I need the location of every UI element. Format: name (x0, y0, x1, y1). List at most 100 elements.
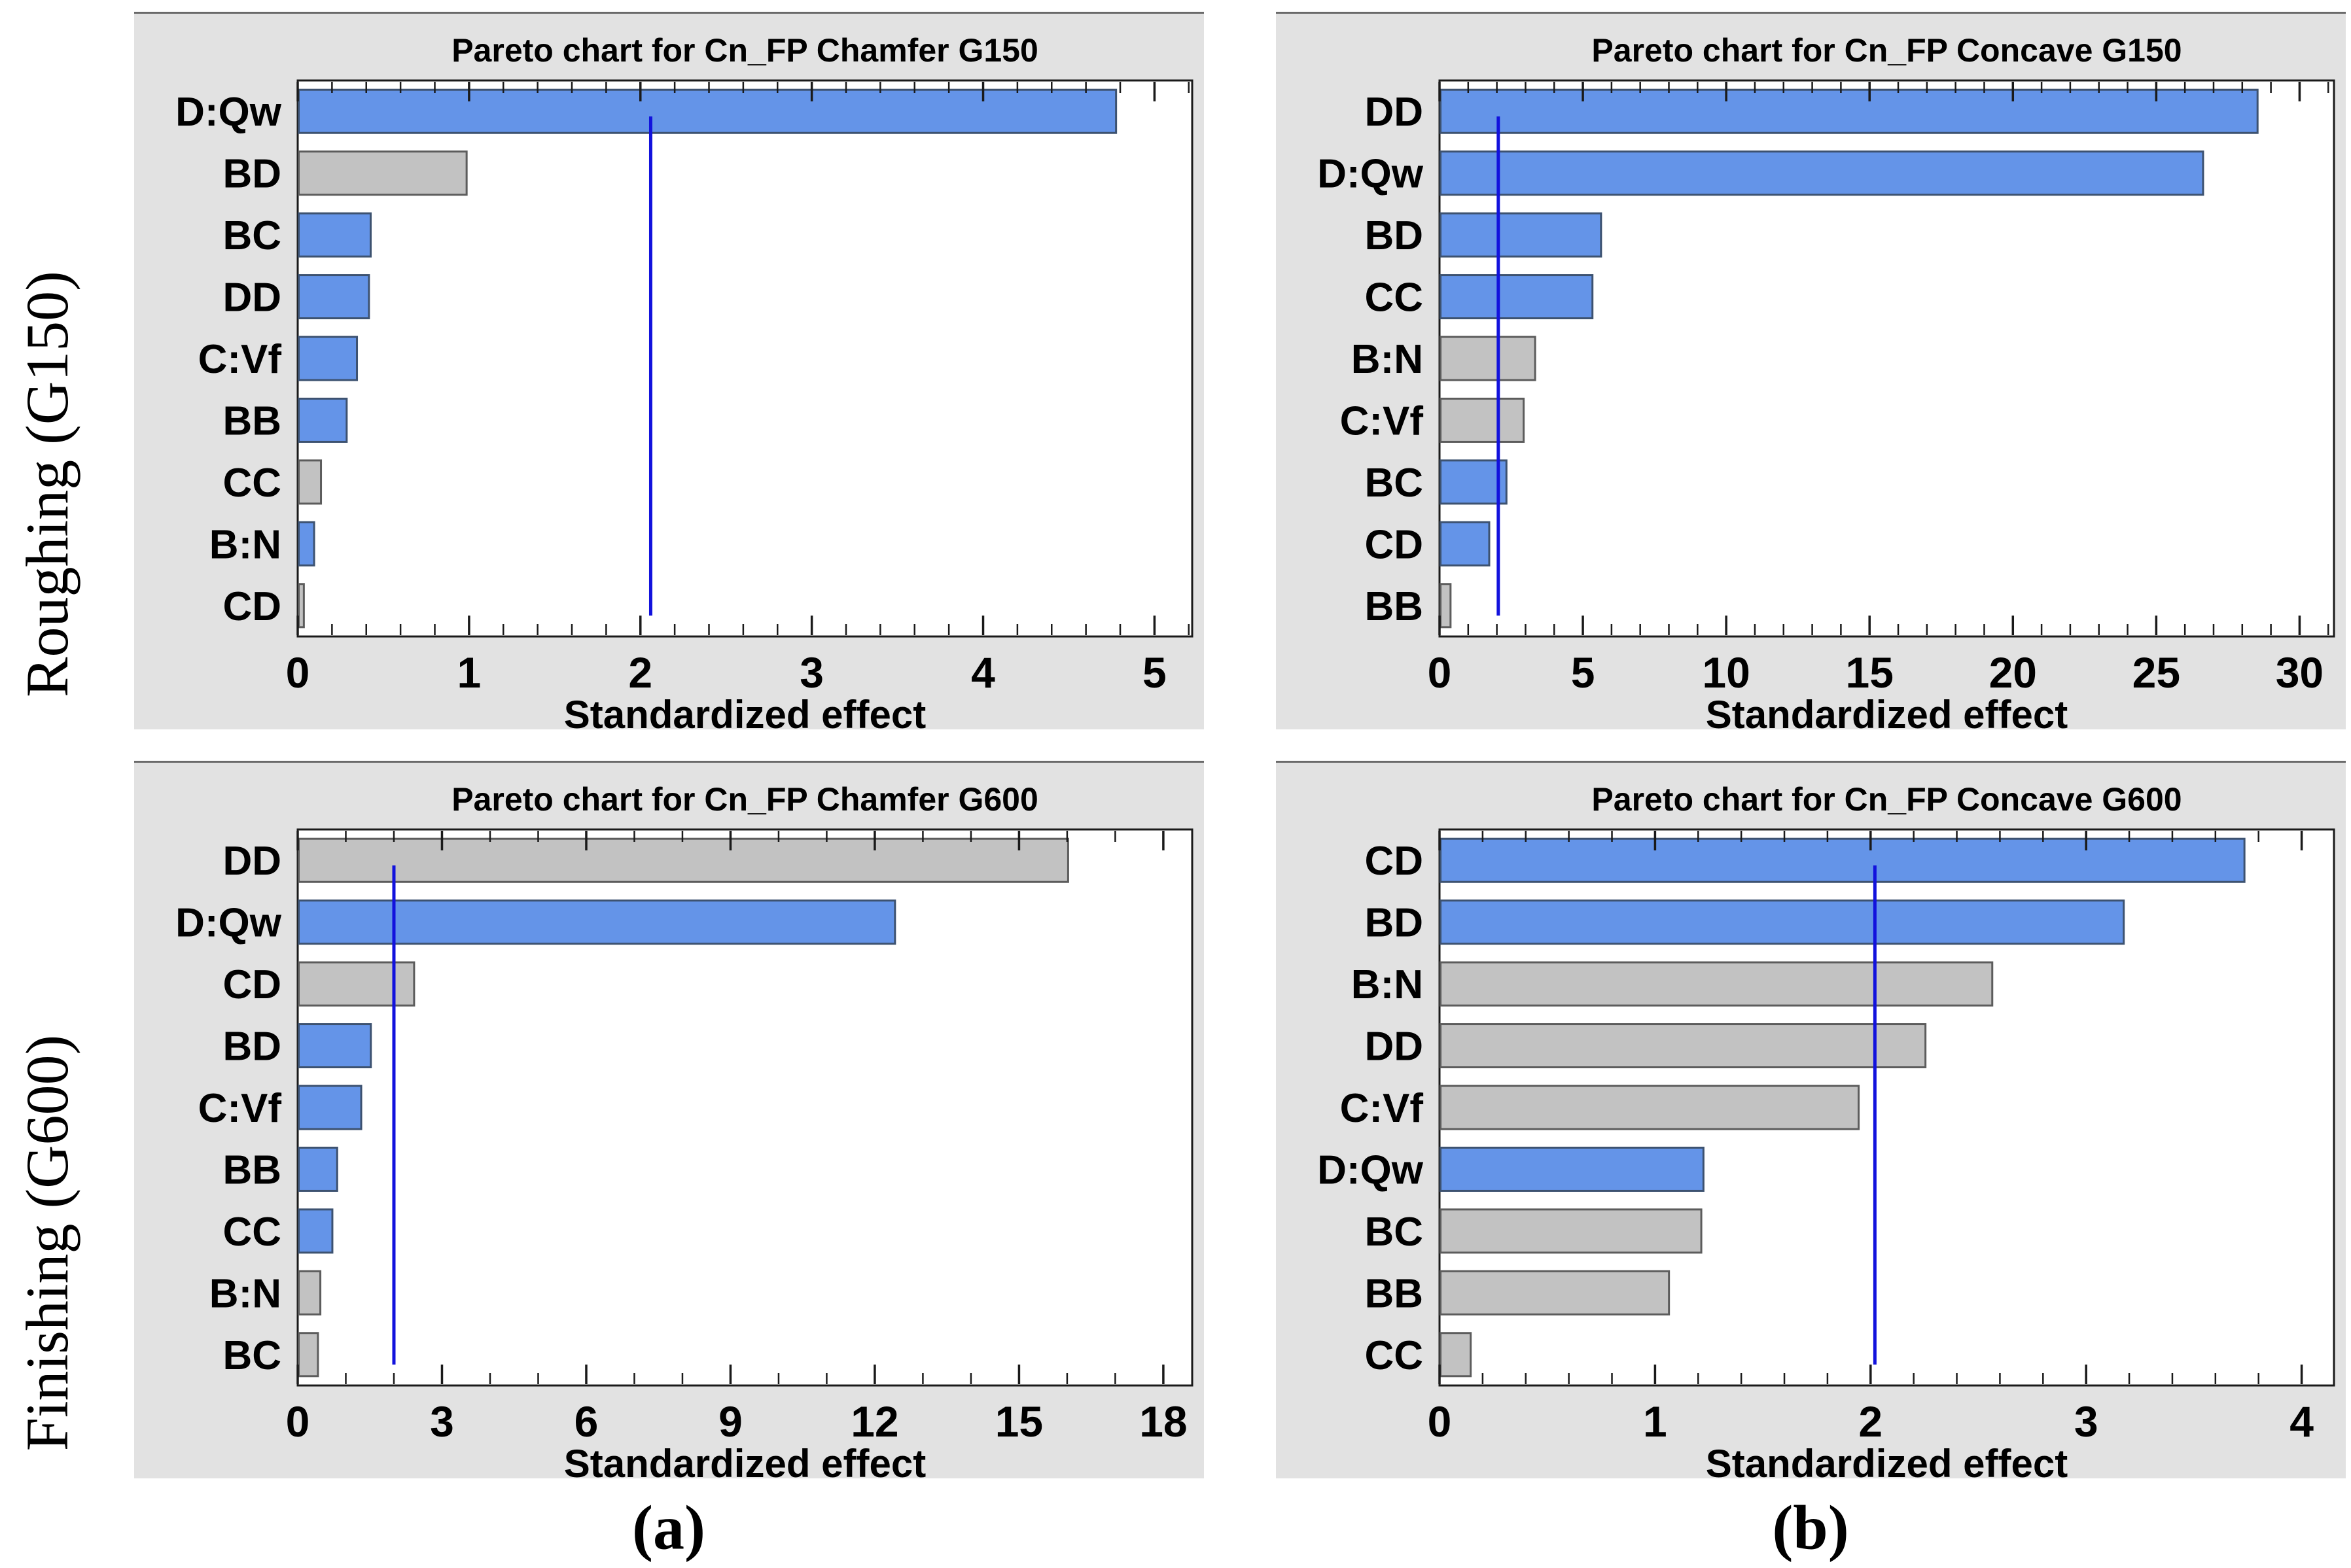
x-tick-label: 15 (1846, 648, 1894, 697)
bar-positive (298, 899, 896, 945)
category-label: DD (222, 839, 281, 884)
category-label: BB (1364, 584, 1423, 629)
category-label: D:Qw (1317, 152, 1424, 197)
bar-positive (1440, 212, 1602, 258)
bar-positive (298, 521, 315, 566)
category-label: BD (1364, 901, 1423, 946)
category-label: BD (1364, 213, 1423, 258)
x-axis-title: Standardized effect (1706, 1442, 2068, 1478)
x-tick-label: 9 (718, 1397, 743, 1446)
category-label: B:N (1351, 962, 1423, 1007)
category-label: BC (1364, 461, 1423, 506)
x-tick-label: 0 (286, 1397, 310, 1446)
bar-positive (298, 1146, 338, 1192)
x-axis-title: Standardized effect (564, 693, 926, 729)
category-label: C:Vf (1340, 398, 1424, 444)
bar-negative (298, 150, 468, 196)
bar-negative (298, 459, 323, 505)
bar-positive (298, 274, 370, 320)
category-label: CC (222, 1210, 281, 1255)
pareto-chart-chamfer-g600: Pareto chart for Cn_FP Chamfer G600 DD D:Q… (134, 761, 1204, 1478)
caption-a: (a) (632, 1492, 705, 1563)
x-tick-label: 5 (1142, 648, 1167, 697)
bar-negative (1440, 1208, 1703, 1254)
category-label: C:Vf (1340, 1086, 1424, 1131)
x-tick-label: 5 (1571, 648, 1595, 697)
bar-positive (1440, 1146, 1705, 1192)
x-tick-label: 12 (851, 1397, 898, 1446)
category-label: D:Qw (175, 90, 282, 135)
category-label: CD (222, 584, 281, 629)
category-label: BC (222, 1333, 281, 1378)
chart-title: Pareto chart for Cn_FP Chamfer G150 (451, 32, 1038, 69)
bar-negative (1440, 1085, 1860, 1130)
x-tick-label: 15 (995, 1397, 1043, 1446)
category-label: B:N (1351, 337, 1423, 382)
category-label: DD (1364, 90, 1423, 135)
x-tick-label: 2 (1858, 1397, 1883, 1446)
chart-title: Pareto chart for Cn_FP Concave G150 (1591, 32, 2182, 69)
bar-negative (1440, 1332, 1472, 1378)
x-tick-label: 0 (286, 648, 310, 697)
pareto-chart-concave-g600: Pareto chart for Cn_FP Concave G600 CD BD B… (1276, 761, 2346, 1478)
pareto-chart-chamfer-g150: Pareto chart for Cn_FP Chamfer G150 D:Qw B… (134, 12, 1204, 729)
bar-positive (298, 1085, 362, 1130)
bar-negative (1440, 961, 1994, 1007)
bar-positive (298, 336, 359, 381)
bar-positive (298, 212, 372, 258)
bar-negative (298, 1332, 319, 1378)
x-tick-label: 0 (1428, 1397, 1452, 1446)
bar-negative (1440, 1270, 1670, 1315)
bar-positive (1440, 274, 1594, 320)
bar-negative (1440, 397, 1525, 443)
bar-positive (298, 1023, 372, 1069)
category-label: BD (222, 152, 281, 197)
bar-positive (1440, 459, 1508, 505)
x-tick-label: 1 (1643, 1397, 1667, 1446)
bar-negative (298, 961, 415, 1007)
row-label-finishing: Finishing (G600) (14, 1034, 80, 1452)
category-label: CD (1364, 522, 1423, 567)
x-axis-title: Standardized effect (564, 1442, 926, 1478)
category-label: CD (1364, 839, 1423, 884)
x-tick-label: 25 (2132, 648, 2180, 697)
chart-title: Pareto chart for Cn_FP Chamfer G600 (451, 781, 1038, 818)
category-label: BD (222, 1024, 281, 1070)
bar-negative (298, 837, 1069, 883)
category-label: CC (1364, 275, 1423, 321)
category-label: DD (1364, 1024, 1423, 1070)
category-label: C:Vf (198, 1086, 282, 1131)
chart-title: Pareto chart for Cn_FP Concave G600 (1591, 781, 2182, 818)
bar-positive (1440, 837, 2246, 883)
x-tick-label: 4 (971, 648, 995, 697)
x-tick-label: 3 (430, 1397, 454, 1446)
category-label: B:N (209, 522, 281, 567)
row-label-roughing: Roughing (G150) (14, 271, 80, 697)
x-tick-label: 2 (628, 648, 652, 697)
bar-positive (1440, 150, 2204, 196)
category-label: C:Vf (198, 337, 282, 382)
category-label: B:N (209, 1271, 281, 1316)
category-label: BB (222, 1147, 281, 1193)
category-label: BC (222, 213, 281, 258)
bar-positive (298, 397, 348, 443)
category-label: CD (222, 962, 281, 1007)
category-label: CC (1364, 1333, 1423, 1378)
bar-positive (1440, 521, 1491, 566)
category-label: D:Qw (175, 901, 282, 946)
x-tick-label: 30 (2276, 648, 2324, 697)
bar-positive (298, 1208, 334, 1254)
bar-negative (298, 1270, 322, 1315)
x-tick-label: 10 (1702, 648, 1750, 697)
bar-negative (1440, 336, 1536, 381)
bar-positive (1440, 88, 2259, 134)
bar-positive (1440, 899, 2125, 945)
category-label: BB (222, 398, 281, 444)
bar-negative (1440, 1023, 1927, 1069)
x-axis-title: Standardized effect (1706, 693, 2068, 729)
x-tick-label: 1 (457, 648, 482, 697)
category-label: BB (1364, 1271, 1423, 1316)
bar-negative (298, 583, 305, 629)
category-label: BC (1364, 1210, 1423, 1255)
